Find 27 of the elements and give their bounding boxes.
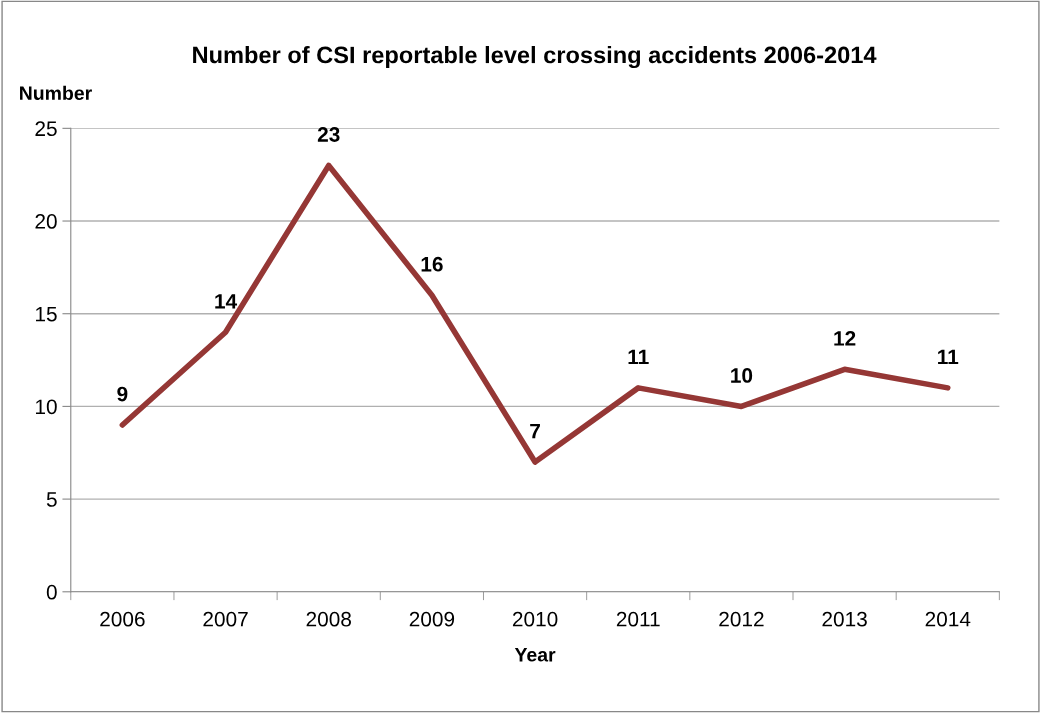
data-label: 14 — [215, 294, 238, 309]
y-tick-label: 0 — [46, 584, 57, 600]
y-tick-label: 15 — [36, 306, 57, 322]
x-axis-title: Year — [514, 648, 556, 662]
data-label: 12 — [834, 331, 856, 346]
x-tick-label: 2006 — [100, 611, 145, 627]
y-tick-label: 10 — [36, 399, 57, 415]
x-tick-label: 2014 — [925, 611, 971, 627]
y-tick-label: 25 — [35, 121, 57, 137]
y-tick-label: 5 — [46, 492, 57, 507]
data-label: 11 — [938, 349, 959, 365]
x-tick-label: 2009 — [409, 611, 455, 627]
x-tick-label: 2008 — [306, 611, 351, 627]
y-tick-label: 20 — [35, 214, 57, 229]
x-tick-label: 2012 — [719, 611, 764, 627]
x-tick-label: 2007 — [203, 611, 248, 627]
data-label: 7 — [530, 423, 540, 439]
data-label: 16 — [421, 256, 443, 272]
data-label: 10 — [731, 368, 753, 383]
data-label: 9 — [117, 386, 128, 402]
data-label: 11 — [628, 349, 649, 365]
x-tick-label: 2013 — [822, 611, 867, 627]
y-axis-title: Number — [20, 85, 92, 101]
x-tick-label: 2011 — [616, 611, 660, 627]
x-tick-label: 2010 — [512, 611, 558, 627]
chart-title: Number of CSI reportable level crossing accidents 2006-2014 — [193, 45, 877, 69]
data-label: 23 — [317, 127, 340, 142]
